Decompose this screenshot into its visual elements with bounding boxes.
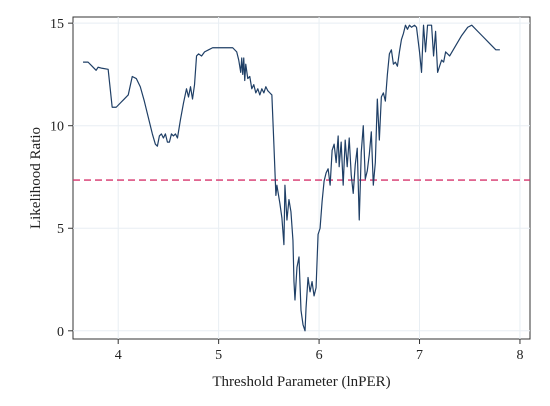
series-layer bbox=[83, 24, 500, 332]
x-tick-label: 6 bbox=[316, 348, 323, 363]
grid-lines bbox=[73, 17, 530, 339]
y-tick-label: 5 bbox=[57, 222, 64, 237]
y-axis-label: Likelihood Ratio bbox=[28, 127, 44, 229]
y-tick-label: 15 bbox=[50, 17, 64, 32]
x-tick-label: 5 bbox=[215, 348, 222, 363]
y-tick-label: 0 bbox=[57, 325, 64, 340]
plot-area bbox=[72, 16, 531, 340]
likelihood-ratio-line bbox=[83, 24, 500, 332]
axes: 4 5 6 7 8 0 5 10 15 bbox=[50, 17, 523, 363]
x-tick-label: 8 bbox=[516, 348, 523, 363]
y-tick-label: 10 bbox=[50, 120, 64, 135]
x-tick-label: 4 bbox=[115, 348, 122, 363]
x-tick-label: 7 bbox=[416, 348, 423, 363]
x-axis-label: Threshold Parameter (lnPER) bbox=[212, 374, 390, 390]
